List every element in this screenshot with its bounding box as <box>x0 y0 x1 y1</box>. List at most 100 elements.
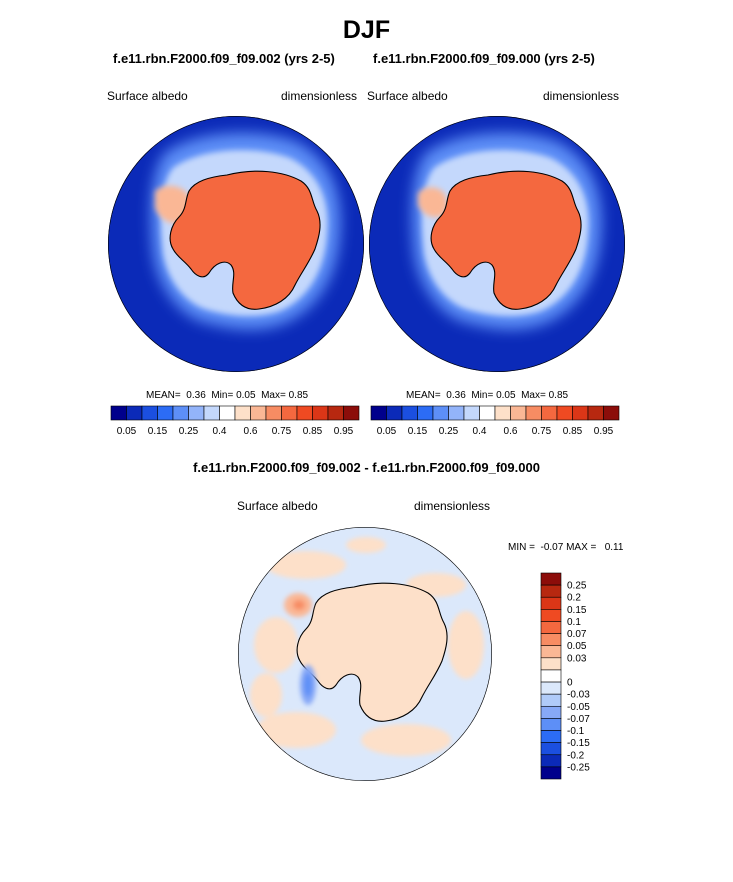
colorbar-box <box>343 405 360 421</box>
colorbar-box <box>540 730 562 743</box>
colorbar-box <box>479 405 496 421</box>
colorbar-tick-label: -0.07 <box>567 714 590 725</box>
ice-edge-peach <box>418 187 448 218</box>
colorbar-box <box>265 405 282 421</box>
colorbar-box <box>188 405 205 421</box>
antarctica-field <box>296 582 448 722</box>
colorbar-tick-label: -0.03 <box>567 690 590 701</box>
colorbar-box <box>219 405 236 421</box>
colorbar-box <box>572 405 589 421</box>
colorbar-tick-label: 0.25 <box>567 581 587 592</box>
diff-units-label: dimensionless <box>414 499 491 513</box>
colorbar-box <box>417 405 434 421</box>
colorbar-box <box>540 705 562 719</box>
panel-2-mean-value: 0.36 <box>446 390 466 401</box>
colorbar-box <box>540 742 562 756</box>
colorbar-tick-label: 0.4 <box>213 426 227 437</box>
colorbar-box <box>296 405 313 421</box>
colorbar-tick-label: -0.05 <box>567 702 590 713</box>
panel-1-min-value: 0.05 <box>236 390 256 401</box>
colorbar-tick-label: 0.1 <box>567 617 581 628</box>
colorbar-tick-label: 0 <box>567 678 573 689</box>
colorbar-box <box>540 596 562 610</box>
colorbar-tick-label: 0.2 <box>567 593 581 604</box>
panel-1-map <box>108 116 364 372</box>
colorbar-box <box>540 621 562 634</box>
colorbar-box <box>540 681 562 695</box>
panel-2-stats: MEAN= 0.36 Min= 0.05 Max= 0.85 <box>406 390 568 401</box>
colorbar-box <box>234 405 251 421</box>
panel-2-colorbar: 0.05 0.15 0.25 0.4 0.6 0.75 0.85 0.95 <box>370 405 620 437</box>
colorbar-box <box>203 405 220 421</box>
positive-hotspot <box>284 593 312 617</box>
colorbar-box <box>494 405 511 421</box>
panel-1-stats: MEAN= 0.36 Min= 0.05 Max= 0.85 <box>146 390 308 401</box>
panel-2-max-label: Max= <box>521 390 546 401</box>
colorbar-box <box>312 405 329 421</box>
colorbar-box <box>540 645 562 659</box>
colorbar-box <box>281 405 298 421</box>
diff-map <box>238 527 492 781</box>
colorbar-box <box>463 405 480 421</box>
colorbar-tick-label: 0.05 <box>117 426 137 437</box>
colorbar-tick-label: 0.15 <box>408 426 428 437</box>
panel-1-variable-label: Surface albedo <box>107 89 188 103</box>
panel-1-max-value: 0.85 <box>288 390 309 401</box>
panel-2-min-value: 0.05 <box>496 390 516 401</box>
negative-patches <box>300 665 316 705</box>
panel-1-colorbar: 0.05 0.15 0.25 0.4 0.6 0.75 0.85 0.95 <box>110 405 360 437</box>
colorbar-tick-label: 0.05 <box>567 641 587 652</box>
colorbar-box <box>540 584 562 598</box>
colorbar-box <box>525 405 542 421</box>
colorbar-box <box>172 405 189 421</box>
panel-1-min-label: Min= <box>211 390 234 401</box>
colorbar-box <box>541 405 558 421</box>
colorbar-tick-label: 0.15 <box>567 605 587 616</box>
antarctica-field <box>430 170 582 310</box>
diff-title: f.e11.rbn.F2000.f09_f09.002 - f.e11.rbn.… <box>193 460 540 475</box>
colorbar-box <box>250 405 267 421</box>
colorbar-box <box>126 405 143 421</box>
colorbar-tick-label: 0.75 <box>532 426 552 437</box>
panel-1-max-label: Max= <box>261 390 286 401</box>
colorbar-box <box>510 405 527 421</box>
colorbar-tick-label: 0.07 <box>567 629 587 640</box>
panel-2-variable-label: Surface albedo <box>367 89 448 103</box>
colorbar-tick-label: 0.15 <box>148 426 168 437</box>
colorbar-tick-label: 0.4 <box>473 426 487 437</box>
colorbar-tick-label: -0.25 <box>567 762 590 773</box>
colorbar-box <box>540 754 562 768</box>
colorbar-tick-label: 0.85 <box>563 426 583 437</box>
colorbar-box <box>587 405 604 421</box>
colorbar-tick-label: 0.03 <box>567 653 587 664</box>
figure-title: DJF <box>342 16 391 44</box>
colorbar-tick-label: 0.05 <box>377 426 397 437</box>
colorbar-box <box>603 405 620 421</box>
colorbar-tick-label: -0.15 <box>567 738 590 749</box>
colorbar-box <box>432 405 449 421</box>
diff-variable-label: Surface albedo <box>237 499 318 513</box>
panel-1-mean-value: 0.36 <box>186 390 206 401</box>
antarctica-field <box>169 170 321 310</box>
panel-2-units-label: dimensionless <box>543 89 620 103</box>
colorbar-tick-label: 0.25 <box>439 426 459 437</box>
colorbar-box <box>327 405 344 421</box>
panel-2-max-value: 0.85 <box>548 390 569 401</box>
panel-1-mean-label: MEAN= <box>146 390 181 401</box>
panel-2-min-label: Min= <box>471 390 494 401</box>
colorbar-box <box>540 633 562 647</box>
colorbar-box <box>540 693 562 707</box>
colorbar-tick-label: 0.85 <box>303 426 323 437</box>
colorbar-box <box>540 572 562 586</box>
colorbar-tick-label: 0.6 <box>504 426 518 437</box>
diff-colorbar: 0.250.20.150.10.070.050.030-0.03-0.05-0.… <box>540 572 590 780</box>
positive-patches <box>250 537 484 756</box>
colorbar-box <box>540 766 562 780</box>
colorbar-box <box>141 405 158 421</box>
colorbar-box <box>556 405 573 421</box>
colorbar-box <box>540 657 562 671</box>
colorbar-box <box>157 405 174 421</box>
colorbar-tick-label: 0.75 <box>272 426 292 437</box>
colorbar-box <box>401 405 418 421</box>
colorbar-tick-label: -0.1 <box>567 726 585 737</box>
